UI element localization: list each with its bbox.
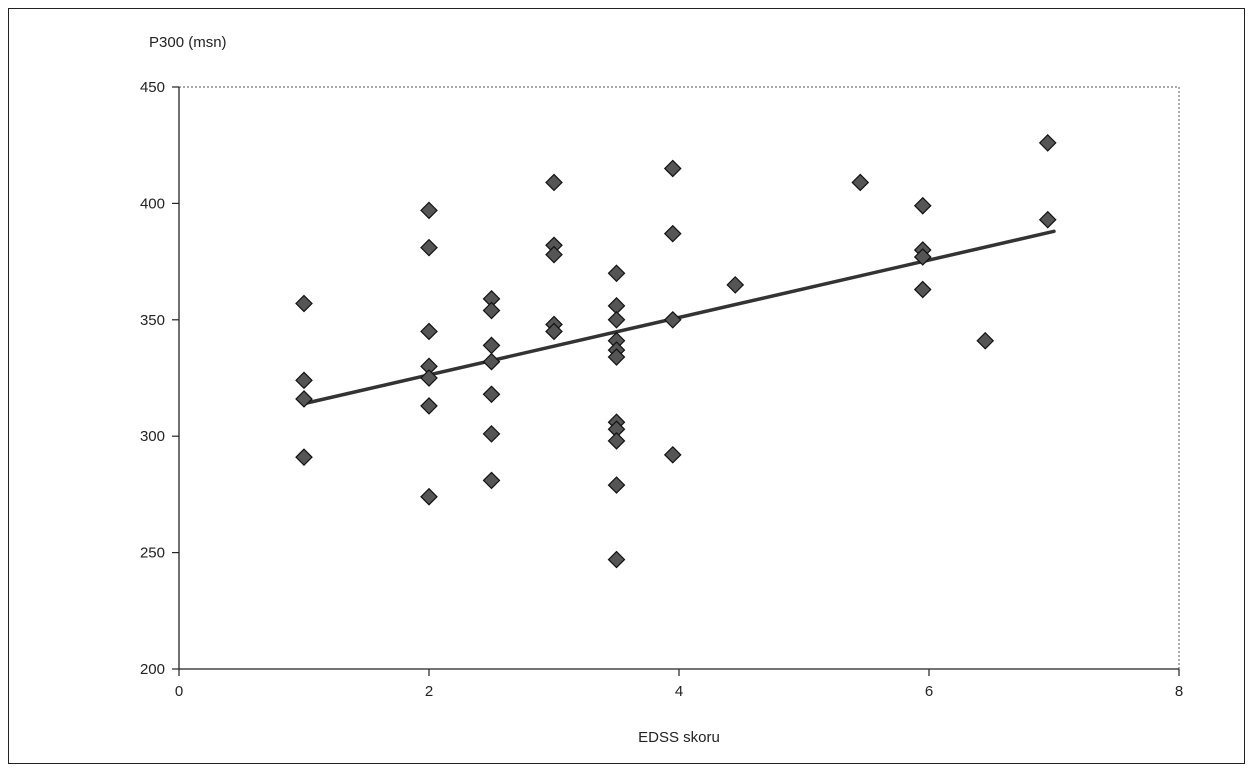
data-point [420,322,438,341]
x-tick-label: 2 [425,683,433,700]
data-point [1038,134,1057,152]
data-point [545,322,563,341]
data-point [976,331,995,350]
data-point [663,159,682,178]
data-point [913,280,932,299]
data-point [420,397,438,415]
data-point [663,224,682,243]
data-point [482,352,501,371]
y-tick-label: 400 [140,195,165,212]
data-point [482,301,501,320]
data-point [295,294,313,313]
y-tick-label: 250 [140,545,165,562]
plot-area [178,86,1180,670]
data-point [607,348,626,366]
y-tick-label: 450 [140,79,165,96]
x-tick-label: 4 [675,683,683,700]
data-point [607,476,626,494]
x-tick-label: 8 [1175,683,1183,700]
data-point [295,390,313,408]
data-point [420,487,438,506]
data-point [420,201,438,220]
data-point [295,371,313,390]
y-tick-label: 350 [140,312,165,329]
data-point [851,173,870,192]
x-tick-label: 6 [925,683,933,700]
data-point [663,445,682,464]
data-point [545,245,563,264]
scatter-chart: 200 250 300 350 400 450 0 2 4 6 8 P300 (msn) EDSS… [140,34,1183,746]
data-point [607,310,626,329]
chart-frame: 200 250 300 350 400 450 0 2 4 6 8 P300 (msn) EDSS… [8,8,1245,764]
data-point [913,196,932,215]
data-point [607,550,626,569]
data-point [295,448,313,467]
data-point [420,238,438,257]
x-axis-ticks: 0 2 4 6 8 [175,669,1183,700]
x-axis-label: EDSS skoru [638,729,720,746]
data-point [607,432,626,450]
x-tick-label: 0 [175,683,183,700]
data-point [482,471,501,490]
data-point [1038,210,1057,229]
y-axis-ticks: 200 250 300 350 400 450 [140,79,179,678]
data-point [663,310,682,329]
data-point [726,276,745,294]
data-point [482,425,501,443]
data-point [482,336,501,355]
y-axis-label: P300 (msn) [149,34,227,51]
data-point [545,173,563,192]
data-point [607,264,626,283]
data-point [913,248,932,266]
y-tick-label: 200 [140,661,165,678]
data-point [482,385,501,404]
y-tick-label: 300 [140,428,165,445]
data-point [420,369,438,387]
data-points [295,134,1057,569]
